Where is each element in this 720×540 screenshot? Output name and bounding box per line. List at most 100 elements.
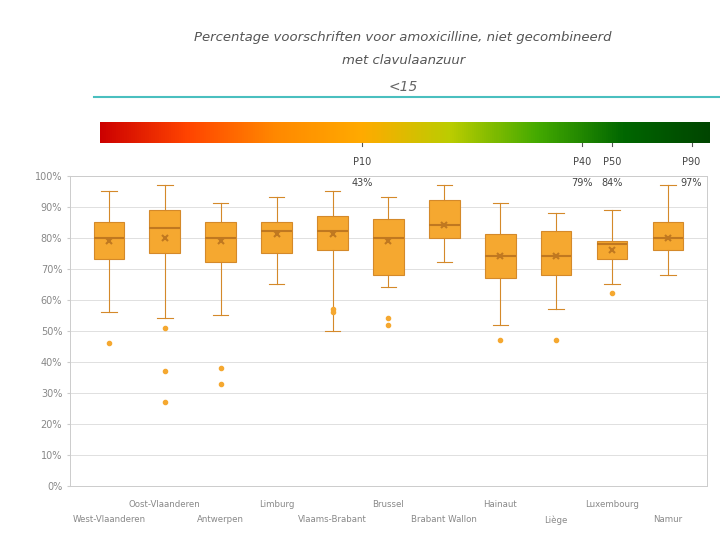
Bar <box>643 122 646 143</box>
Bar <box>283 122 286 143</box>
Bar <box>505 122 508 143</box>
Bar <box>462 122 464 143</box>
Bar <box>163 122 166 143</box>
Bar <box>313 122 316 143</box>
Bar <box>460 122 462 143</box>
Bar <box>472 122 474 143</box>
Bar <box>531 122 534 143</box>
Bar <box>580 122 582 143</box>
Bar <box>228 122 231 143</box>
Bar <box>281 122 284 143</box>
PathPatch shape <box>373 219 404 275</box>
Bar <box>401 122 404 143</box>
Bar <box>657 122 660 143</box>
Bar <box>446 122 449 143</box>
Bar <box>261 122 264 143</box>
Bar <box>570 122 572 143</box>
Bar <box>233 122 235 143</box>
Bar <box>159 122 162 143</box>
Bar <box>426 122 428 143</box>
Bar <box>381 122 383 143</box>
Bar <box>547 122 550 143</box>
Bar <box>541 122 544 143</box>
Bar <box>216 122 219 143</box>
Bar <box>151 122 153 143</box>
Bar <box>374 122 377 143</box>
Bar <box>149 122 151 143</box>
Text: Oost-Vlaanderen: Oost-Vlaanderen <box>129 500 201 509</box>
Bar <box>362 122 365 143</box>
Bar <box>325 122 328 143</box>
Bar <box>153 122 156 143</box>
Bar <box>441 122 444 143</box>
Bar <box>293 122 296 143</box>
Bar <box>350 122 353 143</box>
Bar <box>338 122 341 143</box>
Bar <box>670 122 672 143</box>
Bar <box>527 122 530 143</box>
Bar <box>330 122 333 143</box>
Bar <box>352 122 355 143</box>
Bar <box>708 122 711 143</box>
Bar <box>224 122 227 143</box>
Bar <box>174 122 176 143</box>
Bar <box>369 122 371 143</box>
Bar <box>549 122 552 143</box>
Bar <box>413 122 415 143</box>
Bar <box>698 122 701 143</box>
Bar <box>303 122 306 143</box>
Bar <box>692 122 694 143</box>
Bar <box>436 122 438 143</box>
Bar <box>470 122 473 143</box>
Bar <box>318 122 320 143</box>
Bar <box>258 122 261 143</box>
Bar <box>194 122 197 143</box>
PathPatch shape <box>429 200 459 238</box>
Bar <box>693 122 696 143</box>
Bar <box>515 122 518 143</box>
Bar <box>269 122 271 143</box>
Bar <box>305 122 308 143</box>
Bar <box>106 122 109 143</box>
Bar <box>161 122 163 143</box>
Bar <box>444 122 446 143</box>
Bar <box>340 122 343 143</box>
Bar <box>218 122 220 143</box>
Bar <box>521 122 523 143</box>
Bar <box>125 122 127 143</box>
Bar <box>586 122 588 143</box>
Bar <box>448 122 450 143</box>
Bar <box>255 122 257 143</box>
Bar <box>706 122 708 143</box>
Bar <box>212 122 215 143</box>
Bar <box>122 122 125 143</box>
Bar <box>519 122 521 143</box>
Bar <box>297 122 300 143</box>
Bar <box>451 122 454 143</box>
Bar <box>438 122 440 143</box>
Bar <box>127 122 129 143</box>
Bar <box>120 122 123 143</box>
Text: P50: P50 <box>603 158 621 167</box>
Bar <box>577 122 580 143</box>
Bar <box>554 122 556 143</box>
Bar <box>513 122 516 143</box>
Bar <box>433 122 436 143</box>
Bar <box>104 122 107 143</box>
Bar <box>130 122 133 143</box>
Bar <box>145 122 148 143</box>
Bar <box>189 122 192 143</box>
Bar <box>485 122 487 143</box>
Text: 43%: 43% <box>351 178 373 188</box>
Text: P40: P40 <box>572 158 591 167</box>
Text: Luxembourg: Luxembourg <box>585 500 639 509</box>
PathPatch shape <box>541 232 572 275</box>
Bar <box>490 122 493 143</box>
Bar <box>102 122 104 143</box>
Bar <box>639 122 642 143</box>
Bar <box>181 122 184 143</box>
Bar <box>387 122 390 143</box>
Bar <box>702 122 704 143</box>
Bar <box>576 122 578 143</box>
Bar <box>277 122 279 143</box>
